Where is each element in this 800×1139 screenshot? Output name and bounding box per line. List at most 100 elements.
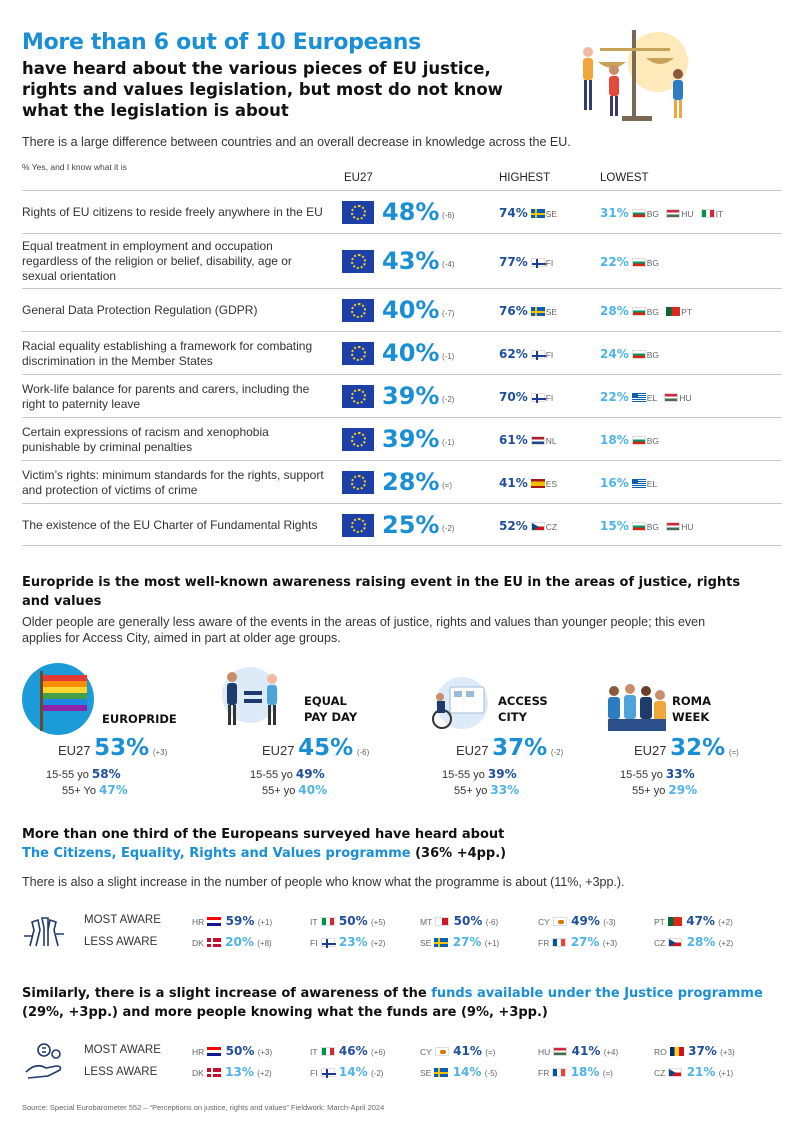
flag-pt-icon [667, 917, 682, 927]
eu-flag-icon [342, 342, 374, 365]
highest-value: 70% FI [499, 390, 554, 404]
event-eu27-value: 45% [298, 735, 354, 761]
flag-hu-icon [553, 1047, 568, 1057]
event-europride: EUROPRIDE EU27 53% (+3) 15-55 yo 58% 55+… [22, 663, 212, 803]
eu-flag-icon [342, 250, 374, 273]
lowest-value: 22% EL HU [600, 390, 692, 404]
less-aware-label: LESS AWARE [84, 936, 158, 948]
event-old-row: 55+ Yo 47% [62, 783, 128, 797]
programme-awareness: MOST AWARE LESS AWARE HR 59% (+1) IT 50% … [22, 906, 782, 954]
event-old-row: 55+ yo 40% [262, 783, 328, 797]
programme-text: There is also a slight increase in the n… [22, 875, 625, 889]
flag-fi-icon [530, 258, 546, 268]
event-young-row: 15-55 yo 33% [620, 767, 695, 781]
eu27-value: 40% [382, 339, 440, 367]
flag-cz-icon [668, 1068, 683, 1078]
flag-pt-icon [666, 307, 681, 316]
flag-hu-icon [664, 393, 679, 402]
event-eu27-row: EU27 37% (-2) [456, 735, 564, 761]
most-aware-cell: CY 49% (-3) [538, 914, 616, 928]
highest-value: 52% CZ [499, 519, 558, 533]
eu27-value: 39% [382, 382, 440, 410]
eu27-change: (-1) [442, 352, 455, 361]
event-young-row: 15-55 yo 39% [442, 767, 517, 781]
intro-text: There is a large difference between coun… [22, 135, 571, 149]
event-old-row: 55+ yo 29% [632, 783, 698, 797]
flag-fi-icon [320, 938, 336, 949]
eu-flag-icon [342, 299, 374, 322]
legislation-label: Rights of EU citizens to reside freely a… [22, 205, 323, 219]
eu27-value: 28% [382, 468, 440, 496]
flag-dk-icon [206, 938, 221, 948]
most-aware-cell: HU 41% (+4) [538, 1044, 619, 1058]
flag-bg-icon [631, 307, 646, 316]
page-title: More than 6 out of 10 Europeans [22, 30, 421, 55]
eu27-change: (-6) [442, 211, 455, 220]
lowest-value: 28% BG PT [600, 304, 693, 318]
legislation-label: Victim’s rights: minimum standards for t… [22, 467, 324, 497]
flag-hu-icon [666, 522, 681, 531]
event-eu27-row: EU27 53% (+3) [58, 735, 168, 761]
flag-fi-icon [320, 1068, 336, 1079]
eu27-value: 43% [382, 247, 440, 275]
less-aware-cell: SE 14% (-5) [420, 1065, 498, 1079]
eu27-value: 39% [382, 425, 440, 453]
lowest-value: 15% BG HU [600, 519, 694, 533]
table-row: General Data Protection Regulation (GDPR… [22, 288, 782, 331]
event-eu27-row: EU27 32% (=) [634, 735, 739, 761]
flag-bg-icon [631, 522, 646, 531]
highest-value: 74% SE [499, 206, 558, 220]
legislation-table: Rights of EU citizens to reside freely a… [22, 190, 782, 546]
highest-value: 41% ES [499, 476, 558, 490]
eu27-change: (-2) [442, 524, 455, 533]
less-aware-cell: FI 23% (+2) [310, 935, 386, 949]
col-highest: HIGHEST [499, 172, 551, 184]
less-aware-cell: FR 27% (+3) [538, 935, 618, 949]
most-aware-cell: RO 37% (+3) [654, 1044, 735, 1058]
flag-bg-icon [631, 258, 646, 267]
events-text: Older people are generally less aware of… [22, 615, 706, 645]
most-aware-label: MOST AWARE [84, 914, 161, 926]
eu27-change: (=) [442, 481, 452, 490]
flag-ro-icon [669, 1047, 684, 1057]
eu-flag-icon [342, 201, 374, 224]
highest-value: 61% NL [499, 433, 557, 447]
highest-value: 77% FI [499, 255, 554, 269]
flag-it-icon [700, 209, 715, 218]
less-aware-cell: CZ 28% (+2) [654, 935, 734, 949]
funds-awareness: MOST AWARE LESS AWARE HR 50% (+3) IT 46% … [22, 1036, 782, 1084]
source-note: Source: Special Eurobarometer 552 – “Per… [22, 1103, 385, 1112]
less-aware-label: LESS AWARE [84, 1066, 158, 1078]
hands-coins-icon [25, 1043, 62, 1079]
header: More than 6 out of 10 Europeans have hea… [22, 30, 542, 121]
flag-se-icon [530, 209, 545, 218]
eu27-change: (-1) [442, 438, 455, 447]
event-eu27-value: 32% [670, 735, 726, 761]
table-row: Certain expressions of racism and xenoph… [22, 417, 782, 460]
legislation-label: Work-life balance for parents and carers… [22, 381, 310, 411]
eu27-change: (-7) [442, 309, 455, 318]
less-aware-cell: SE 27% (+1) [420, 935, 500, 949]
less-aware-cell: CZ 21% (+1) [654, 1065, 734, 1079]
most-aware-cell: CY 41% (=) [420, 1044, 496, 1058]
event-access-city: ACCESS CITY EU27 37% (-2) 15-55 yo 39% 55… [420, 663, 610, 803]
flag-hu-icon [666, 209, 681, 218]
eu27-change: (-4) [442, 260, 455, 269]
equal-pay-illustration [222, 667, 278, 725]
flag-fr-icon [552, 1068, 567, 1078]
eu-flag-icon [342, 385, 374, 408]
eu27-change: (-2) [442, 395, 455, 404]
flag-hr-icon [207, 1047, 222, 1057]
events-title: Europride is the most well-known awarene… [22, 575, 741, 609]
event-eu27-value: 37% [492, 735, 548, 761]
funds-title: Similarly, there is a slight increase of… [22, 986, 763, 1020]
event-name: ROMA WEEK [672, 694, 711, 724]
highest-value: 62% FI [499, 347, 554, 361]
wheelchair-illustration [432, 677, 488, 729]
flag-bg-icon [631, 209, 646, 218]
event-eu27-value: 53% [94, 735, 150, 761]
table-note: % Yes, and I know what it is [22, 162, 127, 172]
flag-it-icon [320, 917, 335, 927]
flag-es-icon [530, 479, 545, 488]
event-young-row: 15-55 yo 58% [46, 767, 121, 781]
